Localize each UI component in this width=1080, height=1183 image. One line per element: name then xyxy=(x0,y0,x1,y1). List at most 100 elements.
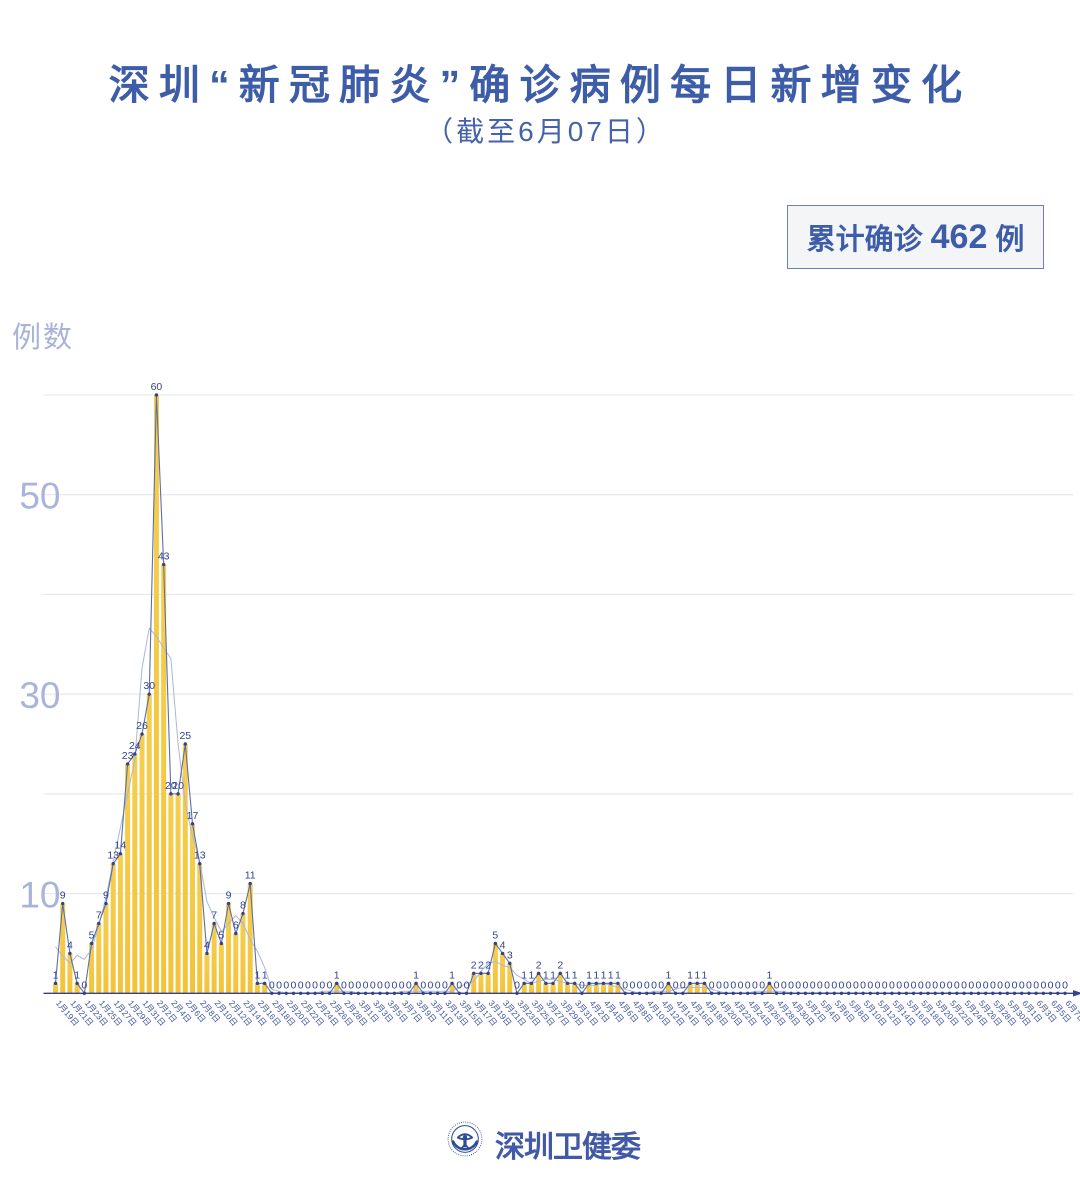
svg-text:0: 0 xyxy=(1004,979,1010,991)
svg-text:7: 7 xyxy=(211,910,217,922)
svg-text:0: 0 xyxy=(990,979,996,991)
svg-text:0: 0 xyxy=(291,979,297,991)
svg-text:24: 24 xyxy=(129,740,141,752)
svg-text:0: 0 xyxy=(983,979,989,991)
svg-text:11: 11 xyxy=(245,870,256,882)
svg-text:1: 1 xyxy=(543,969,549,981)
svg-text:0: 0 xyxy=(889,979,895,991)
svg-text:0: 0 xyxy=(1055,979,1061,991)
svg-text:20: 20 xyxy=(172,780,184,792)
svg-text:0: 0 xyxy=(997,979,1003,991)
svg-text:1: 1 xyxy=(608,969,614,981)
svg-text:0: 0 xyxy=(911,979,917,991)
svg-text:0: 0 xyxy=(283,979,289,991)
svg-text:0: 0 xyxy=(327,979,333,991)
svg-text:0: 0 xyxy=(954,979,960,991)
svg-text:1: 1 xyxy=(615,969,621,981)
svg-text:1: 1 xyxy=(334,969,340,981)
svg-text:13: 13 xyxy=(194,850,206,862)
svg-text:0: 0 xyxy=(622,979,628,991)
svg-text:1: 1 xyxy=(521,969,527,981)
svg-text:0: 0 xyxy=(637,979,643,991)
svg-text:7: 7 xyxy=(96,910,102,922)
svg-text:60: 60 xyxy=(151,381,163,393)
svg-text:0: 0 xyxy=(867,979,873,991)
svg-text:0: 0 xyxy=(738,979,744,991)
svg-text:0: 0 xyxy=(925,979,931,991)
svg-text:0: 0 xyxy=(810,979,816,991)
svg-text:0: 0 xyxy=(759,979,765,991)
svg-text:1: 1 xyxy=(694,969,700,981)
svg-text:0: 0 xyxy=(399,979,405,991)
svg-text:0: 0 xyxy=(305,979,311,991)
svg-text:1: 1 xyxy=(687,969,693,981)
svg-text:0: 0 xyxy=(976,979,982,991)
svg-text:30: 30 xyxy=(19,675,60,716)
svg-text:4: 4 xyxy=(204,939,210,951)
svg-text:0: 0 xyxy=(817,979,823,991)
svg-text:0: 0 xyxy=(831,979,837,991)
svg-text:0: 0 xyxy=(384,979,390,991)
svg-text:1: 1 xyxy=(53,969,59,981)
svg-text:0: 0 xyxy=(1033,979,1039,991)
svg-text:0: 0 xyxy=(644,979,650,991)
svg-text:5: 5 xyxy=(492,929,498,941)
svg-text:1: 1 xyxy=(665,969,671,981)
svg-text:0: 0 xyxy=(730,979,736,991)
svg-text:9: 9 xyxy=(226,890,232,902)
svg-text:1: 1 xyxy=(766,969,772,981)
svg-text:0: 0 xyxy=(839,979,845,991)
svg-text:0: 0 xyxy=(348,979,354,991)
svg-text:0: 0 xyxy=(673,979,679,991)
svg-text:5: 5 xyxy=(218,929,224,941)
svg-text:1: 1 xyxy=(262,969,268,981)
svg-text:0: 0 xyxy=(312,979,318,991)
svg-text:0: 0 xyxy=(875,979,881,991)
svg-text:0: 0 xyxy=(298,979,304,991)
svg-text:0: 0 xyxy=(81,979,87,991)
svg-text:43: 43 xyxy=(158,551,170,563)
svg-text:0: 0 xyxy=(853,979,859,991)
svg-text:1: 1 xyxy=(528,969,534,981)
svg-text:0: 0 xyxy=(939,979,945,991)
svg-text:50: 50 xyxy=(19,476,60,517)
svg-text:0: 0 xyxy=(824,979,830,991)
svg-text:0: 0 xyxy=(795,979,801,991)
svg-text:0: 0 xyxy=(1019,979,1025,991)
svg-text:0: 0 xyxy=(391,979,397,991)
svg-text:0: 0 xyxy=(709,979,715,991)
svg-text:0: 0 xyxy=(420,979,426,991)
svg-text:0: 0 xyxy=(651,979,657,991)
svg-text:0: 0 xyxy=(514,979,520,991)
svg-text:1: 1 xyxy=(74,969,80,981)
svg-text:0: 0 xyxy=(932,979,938,991)
svg-text:0: 0 xyxy=(276,979,282,991)
svg-text:0: 0 xyxy=(1048,979,1054,991)
svg-text:0: 0 xyxy=(788,979,794,991)
svg-text:0: 0 xyxy=(774,979,780,991)
svg-text:6: 6 xyxy=(233,919,239,931)
svg-text:14: 14 xyxy=(115,840,127,852)
svg-text:4: 4 xyxy=(67,939,73,951)
svg-text:0: 0 xyxy=(579,979,585,991)
svg-text:9: 9 xyxy=(103,890,109,902)
svg-text:0: 0 xyxy=(918,979,924,991)
svg-text:0: 0 xyxy=(1040,979,1046,991)
svg-text:0: 0 xyxy=(377,979,383,991)
svg-text:0: 0 xyxy=(802,979,808,991)
svg-text:0: 0 xyxy=(968,979,974,991)
svg-text:0: 0 xyxy=(882,979,888,991)
svg-text:0: 0 xyxy=(723,979,729,991)
svg-text:0: 0 xyxy=(363,979,369,991)
svg-text:1: 1 xyxy=(601,969,607,981)
svg-text:0: 0 xyxy=(860,979,866,991)
svg-text:0: 0 xyxy=(781,979,787,991)
svg-text:0: 0 xyxy=(903,979,909,991)
svg-text:0: 0 xyxy=(341,979,347,991)
svg-text:0: 0 xyxy=(442,979,448,991)
svg-text:4: 4 xyxy=(500,939,506,951)
svg-text:2: 2 xyxy=(557,959,563,971)
svg-text:0: 0 xyxy=(629,979,635,991)
svg-text:0: 0 xyxy=(435,979,441,991)
svg-text:1: 1 xyxy=(550,969,556,981)
